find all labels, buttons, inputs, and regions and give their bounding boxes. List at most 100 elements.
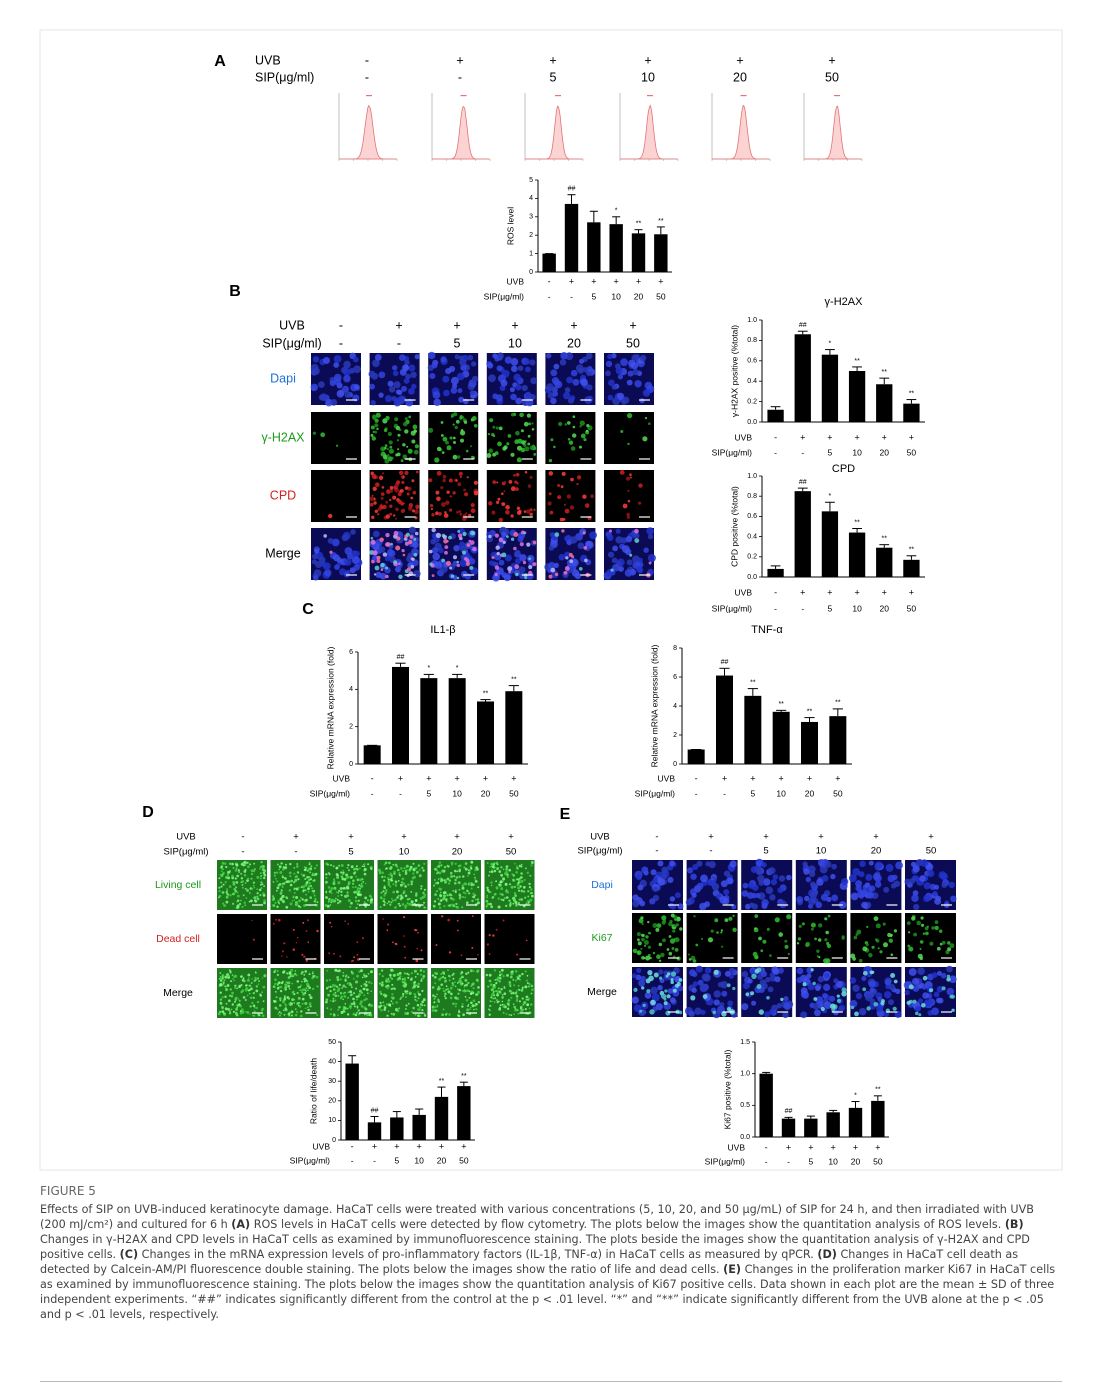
flow-histogram (524, 93, 584, 161)
cell (344, 995, 347, 998)
cell (661, 866, 669, 874)
cell (240, 899, 242, 902)
cell (243, 901, 246, 904)
y-tick-label: 0.0 (747, 419, 757, 426)
cell (292, 928, 295, 931)
cell (523, 1001, 527, 1004)
cell (499, 971, 501, 973)
cell (371, 559, 375, 564)
cell (221, 996, 224, 999)
condition-label: - (801, 603, 804, 613)
cell (489, 560, 495, 566)
cell (841, 987, 847, 993)
cell (516, 953, 519, 956)
cell (319, 556, 326, 564)
condition-label: + (909, 432, 914, 442)
cell (463, 420, 468, 424)
cell (388, 861, 391, 865)
cell (372, 415, 377, 421)
cell (632, 894, 639, 901)
cell (236, 1004, 240, 1007)
micrograph (604, 353, 655, 406)
cell (403, 979, 407, 982)
cell (445, 440, 449, 445)
cell (766, 996, 770, 1000)
condition-label: 10 (452, 788, 462, 798)
cell (246, 1011, 250, 1014)
cell (512, 879, 515, 882)
cell (858, 871, 865, 878)
significance-label: ** (778, 701, 784, 708)
micrograph (604, 412, 654, 464)
cell (284, 1002, 286, 1005)
cell (866, 1006, 871, 1011)
y-tick-label: 0.2 (747, 554, 757, 561)
cell (289, 975, 292, 978)
cell (363, 901, 366, 903)
significance-label: ** (882, 536, 888, 543)
cell (284, 1007, 287, 1010)
cell (439, 887, 442, 891)
condition-label: + (736, 53, 743, 67)
cell (397, 868, 400, 872)
cell (417, 864, 421, 867)
cell (519, 542, 524, 547)
cell (237, 899, 240, 902)
cell (293, 891, 296, 894)
cell (632, 900, 640, 908)
cell (423, 1004, 426, 1007)
y-tick-label: 1.0 (747, 317, 757, 324)
cell (288, 871, 292, 875)
cell (412, 509, 415, 513)
condition-label: - (351, 1141, 354, 1151)
cell (404, 972, 406, 975)
cell (465, 999, 469, 1002)
cell (295, 974, 298, 977)
cell (390, 542, 393, 546)
cell (240, 975, 243, 978)
cell (495, 545, 500, 550)
cell (460, 430, 466, 436)
cell (887, 932, 892, 938)
cell (514, 480, 518, 484)
cell (917, 967, 925, 975)
cell (859, 860, 866, 867)
cell (346, 982, 350, 985)
cell (262, 1000, 265, 1003)
cell (576, 483, 579, 486)
cell (936, 997, 942, 1004)
cell (288, 1014, 291, 1016)
cell (517, 984, 520, 987)
cell (234, 996, 238, 1000)
cell (833, 978, 839, 984)
cell (280, 1012, 283, 1015)
cell (627, 489, 630, 492)
cell (233, 975, 236, 978)
micrograph (484, 968, 535, 1018)
cell (408, 868, 412, 871)
bar (848, 532, 866, 577)
cell (252, 884, 255, 887)
cell (495, 886, 499, 889)
cell (281, 875, 284, 877)
cell (493, 994, 496, 997)
cell (394, 898, 397, 902)
cell (376, 427, 379, 431)
bar (794, 491, 811, 577)
condition-label: 10 (816, 846, 827, 857)
cell (414, 866, 418, 870)
cell (625, 548, 632, 556)
cell (524, 576, 528, 580)
cell (530, 1003, 533, 1006)
cell (416, 972, 419, 976)
y-axis-label: Relative mRNA expression (fold) (649, 644, 659, 767)
condition-label: - (765, 1156, 768, 1166)
cell (513, 1013, 515, 1016)
cell (340, 894, 343, 897)
cell (452, 890, 455, 892)
y-tick-label: 0 (332, 1137, 336, 1144)
cell (758, 936, 762, 941)
cell (519, 978, 522, 981)
cell (236, 891, 239, 894)
cell (451, 413, 455, 418)
